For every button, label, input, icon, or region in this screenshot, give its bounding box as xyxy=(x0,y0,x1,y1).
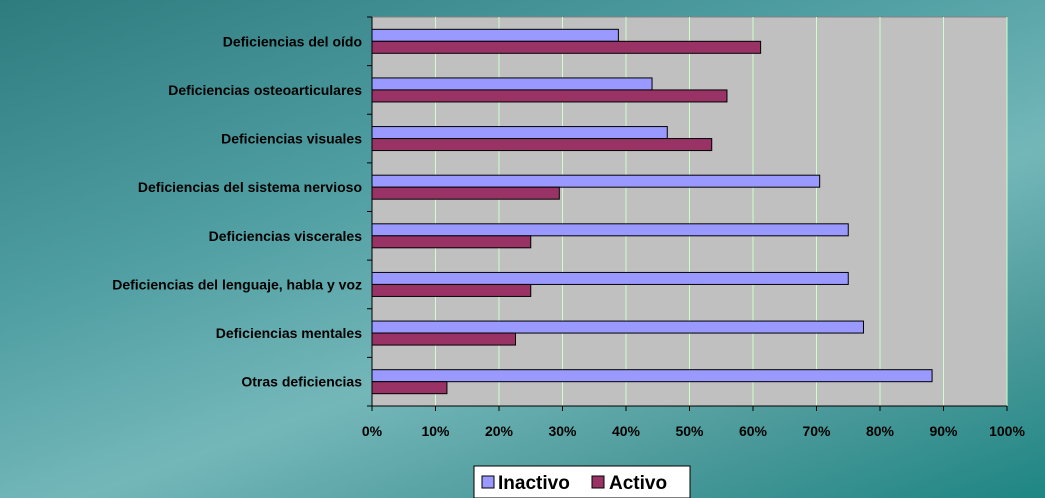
axes xyxy=(367,16,1008,411)
bar-inactivo xyxy=(371,223,849,237)
category-label: Otras deficiencias xyxy=(241,374,362,390)
legend-swatch-activo xyxy=(591,475,605,489)
bar-activo xyxy=(371,332,517,346)
bar-activo xyxy=(371,89,728,103)
bar-activo xyxy=(371,235,532,249)
bar-inactivo xyxy=(371,320,864,334)
gridlines xyxy=(435,17,1008,406)
x-tick-label: 80% xyxy=(866,423,895,439)
legend: Inactivo Activo xyxy=(473,465,691,498)
x-tick-labels: 0% 10% 20% 30% 40% 50% 60% 70% 80% 90% 100% xyxy=(362,423,1026,439)
category-label: Deficiencias del sistema nervioso xyxy=(138,179,362,195)
category-label: Deficiencias osteoarticulares xyxy=(168,82,362,98)
bar-activo xyxy=(371,381,448,395)
x-tick-label: 10% xyxy=(421,423,450,439)
bar-inactivo xyxy=(371,126,668,140)
legend-box xyxy=(473,465,691,498)
bars xyxy=(371,28,933,395)
bar-activo xyxy=(371,40,762,54)
x-tick-label: 90% xyxy=(929,423,958,439)
x-tick-label: 50% xyxy=(675,423,704,439)
bar-activo xyxy=(371,283,532,297)
legend-swatch-inactivo xyxy=(481,475,495,489)
category-label: Deficiencias viscerales xyxy=(209,228,363,244)
x-tick-label: 40% xyxy=(612,423,641,439)
bar-inactivo xyxy=(371,271,849,285)
x-tick-label: 60% xyxy=(739,423,768,439)
category-label: Deficiencias visuales xyxy=(221,131,362,147)
legend-label-inactivo: Inactivo xyxy=(498,473,570,494)
category-label: Deficiencias del lenguaje, habla y voz xyxy=(112,276,362,292)
category-label: Deficiencias mentales xyxy=(216,325,363,341)
x-tick-label: 0% xyxy=(362,423,383,439)
x-tick-label: 30% xyxy=(548,423,577,439)
x-tick-label: 70% xyxy=(802,423,831,439)
bar-activo xyxy=(371,186,560,200)
category-label: Deficiencias del oído xyxy=(223,33,362,49)
bar-inactivo xyxy=(371,28,619,42)
category-labels: Deficiencias del oído Deficiencias osteoa… xyxy=(112,33,362,389)
bar-inactivo xyxy=(371,369,933,383)
x-tick-label: 20% xyxy=(485,423,514,439)
legend-label-activo: Activo xyxy=(609,473,667,494)
x-tick-label: 100% xyxy=(989,423,1025,439)
bar-inactivo xyxy=(371,77,653,91)
bar-activo xyxy=(371,138,713,152)
bar-inactivo xyxy=(371,174,821,188)
